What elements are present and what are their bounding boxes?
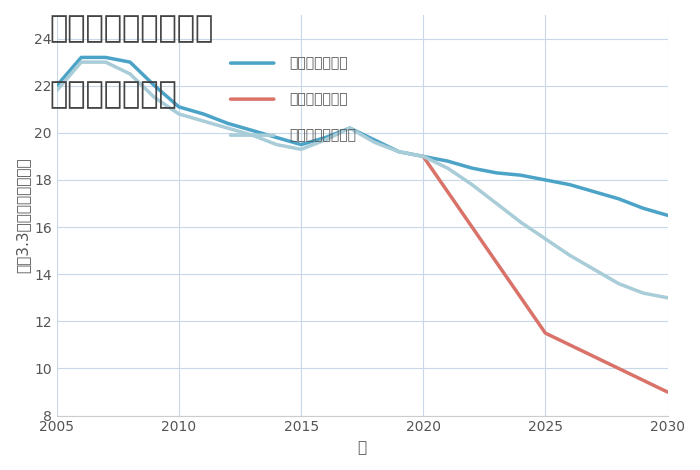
Text: バッドシナリオ: バッドシナリオ [289,92,347,106]
Y-axis label: 坪（3.3㎡）単価（万円）: 坪（3.3㎡）単価（万円） [15,157,30,273]
X-axis label: 年: 年 [358,440,367,455]
Text: 土地の価格推移: 土地の価格推移 [49,80,176,109]
Text: グッドシナリオ: グッドシナリオ [289,56,347,70]
Text: 兵庫県高砂市梅井の: 兵庫県高砂市梅井の [49,14,214,43]
Text: ノーマルシナリオ: ノーマルシナリオ [289,128,356,142]
